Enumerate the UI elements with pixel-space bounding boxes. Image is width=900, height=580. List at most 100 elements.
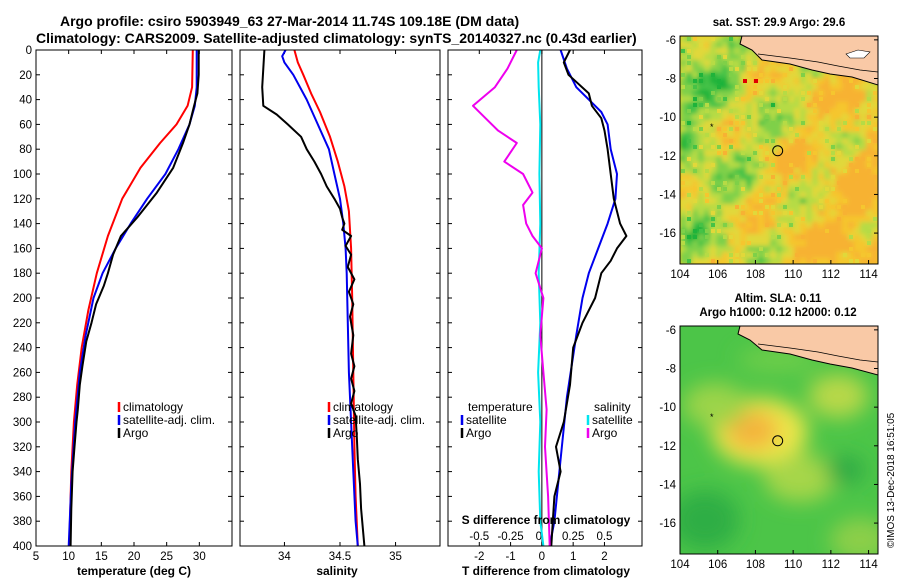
sst-pixel bbox=[831, 187, 835, 191]
sst-cell bbox=[806, 96, 813, 103]
sst-pixel bbox=[813, 97, 817, 101]
sst-pixel bbox=[717, 205, 721, 209]
sst-pixel bbox=[729, 67, 733, 71]
sst-cell bbox=[692, 192, 699, 199]
sst-pixel bbox=[729, 253, 733, 257]
sst-cell bbox=[680, 216, 687, 223]
sst-pixel bbox=[753, 67, 757, 71]
sst-cell bbox=[800, 114, 807, 121]
sst-cell bbox=[812, 72, 819, 79]
sst-pixel bbox=[849, 79, 853, 83]
sst-cell bbox=[866, 132, 873, 139]
sst-pixel bbox=[789, 163, 793, 167]
sst-pixel bbox=[849, 235, 853, 239]
sst-cell bbox=[842, 156, 849, 163]
sst-cell bbox=[866, 216, 873, 223]
sst-pixel bbox=[801, 217, 805, 221]
sst-pixel bbox=[717, 127, 721, 131]
sst-pixel bbox=[813, 259, 817, 263]
sst-pixel bbox=[717, 97, 721, 101]
sst-cell bbox=[716, 192, 723, 199]
sst-cell bbox=[788, 90, 795, 97]
sst-cell bbox=[848, 192, 855, 199]
sst-cell bbox=[836, 228, 843, 235]
sst-pixel bbox=[681, 169, 685, 173]
depth-tick-label: 20 bbox=[19, 70, 32, 82]
sst-cell bbox=[710, 150, 717, 157]
sst-cell bbox=[770, 216, 777, 223]
sst-cell bbox=[800, 162, 807, 169]
sst-cell bbox=[752, 144, 759, 151]
difference-panel: -2 -1 0 1 2 -0.5 -0.25 0 0.25 0.5 T difference fr… bbox=[447, 49, 643, 578]
sst-cell bbox=[830, 114, 837, 121]
sst-cell bbox=[788, 144, 795, 151]
sst-cell bbox=[746, 174, 753, 181]
sst-pixel bbox=[777, 199, 781, 203]
sst-pixel bbox=[837, 235, 841, 239]
sst-pixel bbox=[699, 115, 703, 119]
sst-pixel bbox=[711, 223, 715, 227]
sst-cell bbox=[830, 138, 837, 145]
sst-cell bbox=[788, 72, 795, 79]
sst-pixel bbox=[687, 217, 691, 221]
sst-cell bbox=[770, 246, 777, 253]
sst-cell bbox=[806, 114, 813, 121]
sst-cell bbox=[848, 204, 855, 211]
sst-cell bbox=[854, 222, 861, 229]
sst-cell bbox=[746, 168, 753, 175]
map-y-tick-label: -14 bbox=[659, 189, 676, 201]
sst-pixel bbox=[831, 151, 835, 155]
sst-pixel bbox=[681, 85, 685, 89]
sst-pixel bbox=[855, 181, 859, 185]
sst-cell bbox=[704, 222, 711, 229]
map-x-tick-label: 108 bbox=[746, 559, 765, 571]
sst-cell bbox=[752, 228, 759, 235]
sst-coast-detail bbox=[757, 53, 878, 73]
sst-cell bbox=[776, 144, 783, 151]
series-line-climatology bbox=[68, 49, 194, 547]
sst-pixel bbox=[741, 151, 745, 155]
sst-cell bbox=[698, 204, 705, 211]
sst-cell bbox=[848, 174, 855, 181]
sst-cell bbox=[812, 132, 819, 139]
sst-cell bbox=[842, 180, 849, 187]
sst-cell bbox=[728, 42, 735, 49]
sst-cell bbox=[806, 108, 813, 115]
sst-cell bbox=[794, 246, 801, 253]
sst-cell bbox=[728, 78, 735, 85]
sst-cell bbox=[842, 96, 849, 103]
sst-cell bbox=[758, 66, 765, 73]
sst-cell bbox=[872, 252, 878, 259]
sst-pixel bbox=[711, 37, 715, 41]
sst-cell bbox=[812, 84, 819, 91]
sst-pixel bbox=[741, 187, 745, 191]
sst-cell bbox=[686, 180, 693, 187]
sst-pixel bbox=[855, 145, 859, 149]
sst-cell bbox=[764, 228, 771, 235]
sst-pixel bbox=[723, 61, 727, 65]
sst-cell bbox=[782, 108, 789, 115]
sst-cell bbox=[836, 192, 843, 199]
sst-cell bbox=[800, 150, 807, 157]
sst-cell bbox=[776, 240, 783, 247]
legend-item-label: Argo bbox=[333, 426, 359, 440]
sst-cell bbox=[752, 198, 759, 205]
sst-cell bbox=[872, 168, 878, 175]
sst-cell bbox=[680, 114, 687, 121]
sst-cell bbox=[824, 72, 831, 79]
sst-cell bbox=[830, 192, 837, 199]
sst-cell bbox=[764, 66, 771, 73]
salinity-xlabel: salinity bbox=[316, 564, 358, 578]
sst-cell bbox=[782, 258, 789, 264]
sst-cell bbox=[812, 168, 819, 175]
depth-tick-label: 300 bbox=[13, 417, 32, 429]
sst-pixel bbox=[837, 205, 841, 209]
sst-cell bbox=[848, 90, 855, 97]
sst-cell bbox=[818, 144, 825, 151]
sst-pixel bbox=[759, 157, 763, 161]
sst-cell bbox=[692, 120, 699, 127]
sst-cell bbox=[734, 216, 741, 223]
sst-cell bbox=[776, 246, 783, 253]
sst-cell bbox=[752, 108, 759, 115]
series-line-climatology bbox=[293, 49, 359, 547]
